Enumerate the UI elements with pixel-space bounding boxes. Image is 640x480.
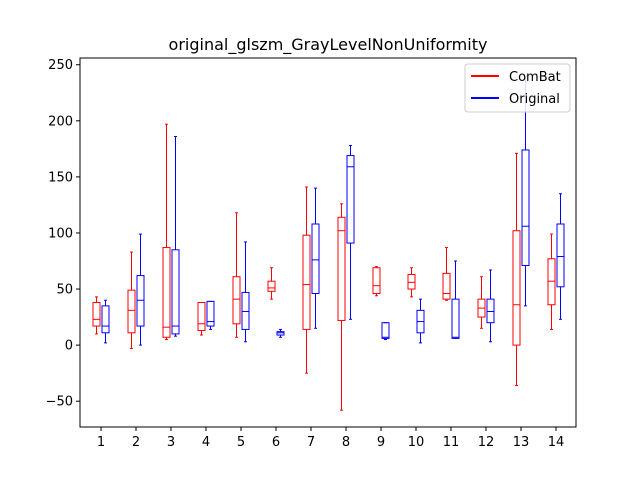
box-original-3 bbox=[171, 136, 180, 337]
box-iqr bbox=[346, 155, 355, 244]
x-tick-label: 2 bbox=[132, 435, 140, 450]
box-combat-12 bbox=[477, 276, 486, 329]
x-tick-label: 6 bbox=[272, 435, 280, 450]
box-iqr bbox=[171, 249, 180, 335]
y-tick-label: 100 bbox=[48, 226, 73, 241]
box-combat-9 bbox=[372, 266, 381, 297]
box-combat-1 bbox=[92, 296, 101, 335]
box-iqr bbox=[276, 331, 285, 336]
x-tick-label: 12 bbox=[478, 435, 495, 450]
box-original-7 bbox=[311, 187, 320, 329]
box-combat-7 bbox=[302, 186, 311, 374]
y-tick-label: 150 bbox=[48, 170, 73, 185]
y-tick-label: 50 bbox=[56, 283, 73, 298]
x-tick-label: 7 bbox=[307, 435, 315, 450]
box-combat-13 bbox=[512, 152, 521, 387]
x-tick-label: 3 bbox=[167, 435, 175, 450]
box-original-12 bbox=[486, 269, 495, 343]
y-tick-label: −50 bbox=[46, 395, 73, 410]
box-original-6 bbox=[276, 328, 285, 338]
x-tick-label: 14 bbox=[548, 435, 565, 450]
box-iqr bbox=[311, 223, 320, 295]
box-original-8 bbox=[346, 144, 355, 320]
box-iqr bbox=[302, 234, 311, 330]
box-iqr bbox=[512, 230, 521, 346]
box-combat-8 bbox=[337, 203, 346, 411]
box-iqr bbox=[372, 267, 381, 295]
box-iqr bbox=[407, 273, 416, 290]
x-tick-label: 4 bbox=[202, 435, 210, 450]
box-original-10 bbox=[416, 298, 425, 344]
box-original-4 bbox=[206, 300, 215, 330]
box-iqr bbox=[451, 298, 460, 339]
x-tick-label: 5 bbox=[237, 435, 245, 450]
y-tick-label: 250 bbox=[48, 58, 73, 73]
box-original-1 bbox=[101, 299, 110, 344]
box-original-11 bbox=[451, 260, 460, 339]
chart-title: original_glszm_GrayLevelNonUniformity bbox=[169, 35, 488, 55]
box-combat-6 bbox=[267, 267, 276, 300]
box-iqr bbox=[381, 322, 390, 339]
box-iqr bbox=[197, 302, 206, 332]
box-iqr bbox=[267, 280, 276, 292]
box-combat-5 bbox=[232, 212, 241, 338]
box-combat-11 bbox=[442, 247, 451, 301]
box-combat-2 bbox=[127, 251, 136, 349]
box-original-9 bbox=[381, 322, 390, 341]
box-iqr bbox=[556, 223, 565, 288]
box-iqr bbox=[101, 305, 110, 334]
legend-label-combat: ComBat bbox=[509, 70, 561, 85]
series-combat bbox=[92, 123, 556, 411]
box-combat-10 bbox=[407, 267, 416, 298]
box-iqr bbox=[92, 302, 101, 327]
legend: ComBat Original bbox=[464, 63, 571, 113]
y-tick-label: 0 bbox=[65, 339, 73, 354]
box-iqr bbox=[442, 272, 451, 300]
box-iqr bbox=[162, 247, 171, 338]
box-iqr bbox=[547, 258, 556, 306]
box-original-14 bbox=[556, 193, 565, 320]
axes-frame bbox=[79, 57, 577, 428]
box-iqr bbox=[521, 149, 530, 266]
x-tick-label: 1 bbox=[97, 435, 105, 450]
y-tick-label: 200 bbox=[48, 114, 73, 129]
x-tick-label: 11 bbox=[443, 435, 460, 450]
box-combat-4 bbox=[197, 302, 206, 336]
x-tick-label: 9 bbox=[377, 435, 385, 450]
box-iqr bbox=[206, 300, 215, 327]
series-original bbox=[101, 75, 565, 346]
box-iqr bbox=[337, 216, 346, 321]
box-combat-3 bbox=[162, 123, 171, 341]
x-tick-label: 10 bbox=[408, 435, 425, 450]
box-iqr bbox=[241, 291, 250, 330]
box-original-2 bbox=[136, 233, 145, 346]
x-tick-label: 8 bbox=[342, 435, 350, 450]
box-iqr bbox=[127, 289, 136, 334]
box-original-5 bbox=[241, 241, 250, 343]
box-iqr bbox=[136, 275, 145, 327]
x-tick-label: 13 bbox=[513, 435, 530, 450]
box-iqr bbox=[232, 276, 241, 325]
box-combat-14 bbox=[547, 233, 556, 330]
legend-label-original: Original bbox=[509, 92, 560, 107]
box-iqr bbox=[486, 298, 495, 324]
